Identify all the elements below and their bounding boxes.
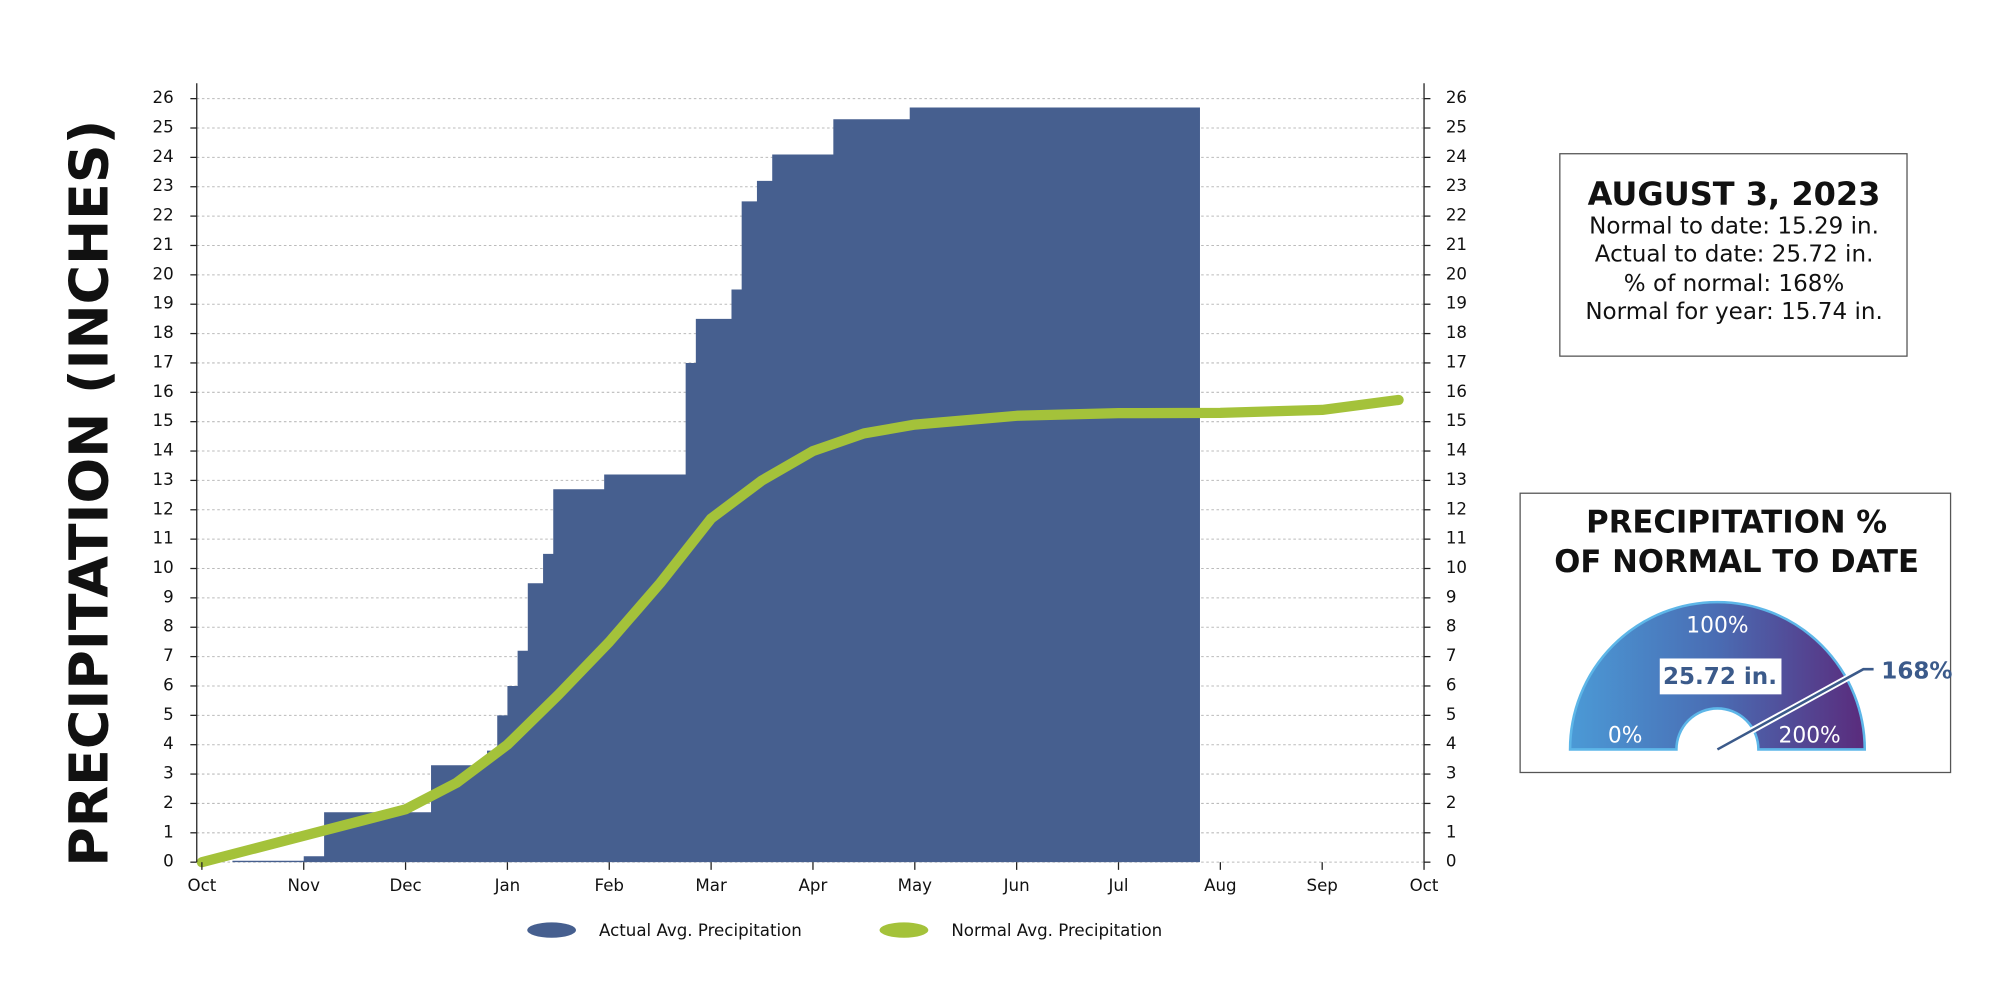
legend-label: Normal Avg. Precipitation [951, 921, 1162, 940]
y-tick-label: 0 [163, 852, 174, 871]
y2-tick-label: 16 [1446, 382, 1467, 401]
y-tick-label: 9 [163, 587, 174, 606]
gauge-needle-line [1716, 667, 1874, 751]
y2-tick-label: 26 [1446, 88, 1467, 107]
y2-tick-label: 20 [1446, 264, 1467, 283]
x-tick-label: Jun [1003, 876, 1030, 895]
y2-tick-label: 19 [1446, 294, 1467, 313]
gauge-tick-label: 0% [1608, 724, 1643, 749]
info-title: AUGUST 3, 2023 [1588, 175, 1881, 213]
y-tick-label: 7 [163, 646, 174, 665]
y-tick-label: 24 [153, 147, 174, 166]
y2-tick-label: 8 [1446, 617, 1457, 636]
x-tick-label: Oct [187, 876, 216, 895]
y-tick-label: 3 [163, 764, 174, 783]
y-tick-label: 20 [153, 264, 174, 283]
y-tick-label: 11 [153, 529, 174, 548]
info-line: Actual to date: 25.72 in. [1595, 241, 1874, 267]
gauge-center-label: 25.72 in. [1663, 664, 1777, 690]
x-tick-label: Mar [695, 876, 727, 895]
y2-tick-label: 21 [1446, 235, 1467, 254]
x-tick-label: Jan [494, 876, 521, 895]
y-tick-label: 8 [163, 617, 174, 636]
y-tick-label: 21 [153, 235, 174, 254]
y-tick-label: 15 [153, 411, 174, 430]
y2-tick-label: 4 [1446, 734, 1457, 753]
y2-tick-label: 9 [1446, 587, 1457, 606]
y-tick-label: 6 [163, 675, 174, 694]
y-tick-label: 5 [163, 705, 174, 724]
y2-tick-label: 18 [1446, 323, 1467, 342]
y2-tick-label: 12 [1446, 499, 1467, 518]
gauge-title: PRECIPITATION % [1586, 504, 1887, 540]
y-tick-label: 10 [153, 558, 174, 577]
y-tick-label: 25 [153, 118, 174, 137]
gauge-tick-label: 100% [1686, 613, 1748, 638]
legend-swatch [527, 922, 576, 938]
gauge-box [1519, 492, 1952, 774]
gauge-title: OF NORMAL TO DATE [1554, 544, 1919, 580]
gauge-value-label: 168% [1881, 658, 1952, 684]
x-tick-label: May [898, 876, 933, 895]
y2-tick-label: 11 [1446, 529, 1467, 548]
y-tick-label: 23 [153, 176, 174, 195]
info-line: Normal for year: 15.74 in. [1585, 299, 1882, 325]
y-tick-label: 16 [153, 382, 174, 401]
normal-line [196, 394, 1404, 868]
y2-tick-label: 17 [1446, 352, 1467, 371]
x-tick-label: Sep [1307, 876, 1338, 895]
gauge-tick-label: 200% [1779, 724, 1841, 749]
gauge-center-box [1659, 658, 1782, 695]
y-axis-title: PRECIPITATION (INCHES) [58, 120, 121, 867]
y2-tick-label: 6 [1446, 675, 1457, 694]
y-tick-label: 1 [163, 822, 174, 841]
legend-swatch [879, 922, 929, 938]
y-tick-label: 4 [163, 734, 174, 753]
y2-tick-label: 1 [1446, 822, 1457, 841]
info-line: % of normal: 168% [1624, 271, 1844, 297]
y-tick-label: 26 [153, 88, 174, 107]
y2-tick-label: 2 [1446, 793, 1457, 812]
y2-tick-label: 7 [1446, 646, 1457, 665]
x-tick-label: Aug [1204, 876, 1237, 895]
y2-tick-label: 10 [1446, 558, 1467, 577]
y2-tick-label: 24 [1446, 147, 1467, 166]
x-tick-label: Apr [799, 876, 828, 895]
y2-tick-label: 0 [1446, 852, 1457, 871]
legend-label: Actual Avg. Precipitation [599, 921, 802, 940]
info-line: Normal to date: 15.29 in. [1589, 213, 1879, 239]
y-tick-label: 13 [153, 470, 174, 489]
y-tick-label: 14 [153, 441, 174, 460]
x-tick-label: Jul [1107, 876, 1128, 895]
y-tick-label: 18 [153, 323, 174, 342]
y2-tick-label: 14 [1446, 441, 1467, 460]
y2-tick-label: 3 [1446, 764, 1457, 783]
y2-tick-label: 22 [1446, 206, 1467, 225]
x-tick-label: Nov [287, 876, 320, 895]
y2-tick-label: 15 [1446, 411, 1467, 430]
y-tick-label: 2 [163, 793, 174, 812]
y-tick-label: 17 [153, 352, 174, 371]
y-tick-label: 22 [153, 206, 174, 225]
y2-tick-label: 23 [1446, 176, 1467, 195]
y-tick-label: 19 [153, 294, 174, 313]
y2-tick-label: 13 [1446, 470, 1467, 489]
actual-area [232, 106, 1200, 863]
x-tick-label: Feb [595, 876, 624, 895]
y-tick-label: 12 [153, 499, 174, 518]
info-box [1559, 153, 1908, 357]
y2-tick-label: 25 [1446, 118, 1467, 137]
x-tick-label: Dec [389, 876, 421, 895]
x-tick-label: Oct [1410, 876, 1439, 895]
y2-tick-label: 5 [1446, 705, 1457, 724]
